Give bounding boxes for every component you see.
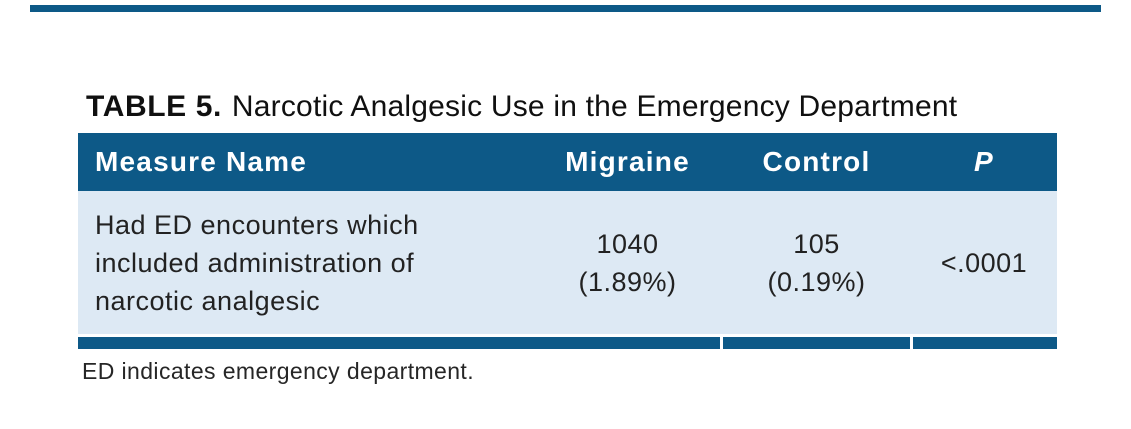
table-row-gap [78, 334, 1057, 337]
header-cell-p-value: P [974, 146, 994, 177]
table-bottom-rule [78, 337, 1057, 349]
bottom-rule-segment-measure-migraine [78, 337, 720, 349]
narcotic-analgesic-table: Measure Name Migraine Control P Had ED e… [78, 133, 1057, 349]
cell-control-value: 105 (0.19%) [767, 228, 866, 297]
bottom-rule-segment-control [723, 337, 910, 349]
table-header-row: Measure Name Migraine Control P [78, 133, 1057, 191]
page-top-rule [30, 5, 1101, 12]
table-title-label: TABLE 5. [86, 90, 222, 123]
table-data-row: Had ED encounters which included adminis… [78, 191, 1057, 334]
table-footnote: ED indicates emergency department. [82, 358, 475, 384]
cell-measure-name: Had ED encounters which included adminis… [95, 209, 419, 316]
bottom-rule-segment-p [913, 337, 1057, 349]
cell-migraine-value: 1040 (1.89%) [578, 228, 677, 297]
header-cell-migraine: Migraine [565, 146, 690, 177]
table-title: TABLE 5. Narcotic Analgesic Use in the Em… [86, 90, 957, 124]
cell-p-value: <.0001 [940, 247, 1028, 278]
table-title-text: Narcotic Analgesic Use in the Emergency … [231, 90, 958, 123]
header-cell-measure-name: Measure Name [95, 146, 308, 177]
header-cell-control: Control [762, 146, 871, 177]
